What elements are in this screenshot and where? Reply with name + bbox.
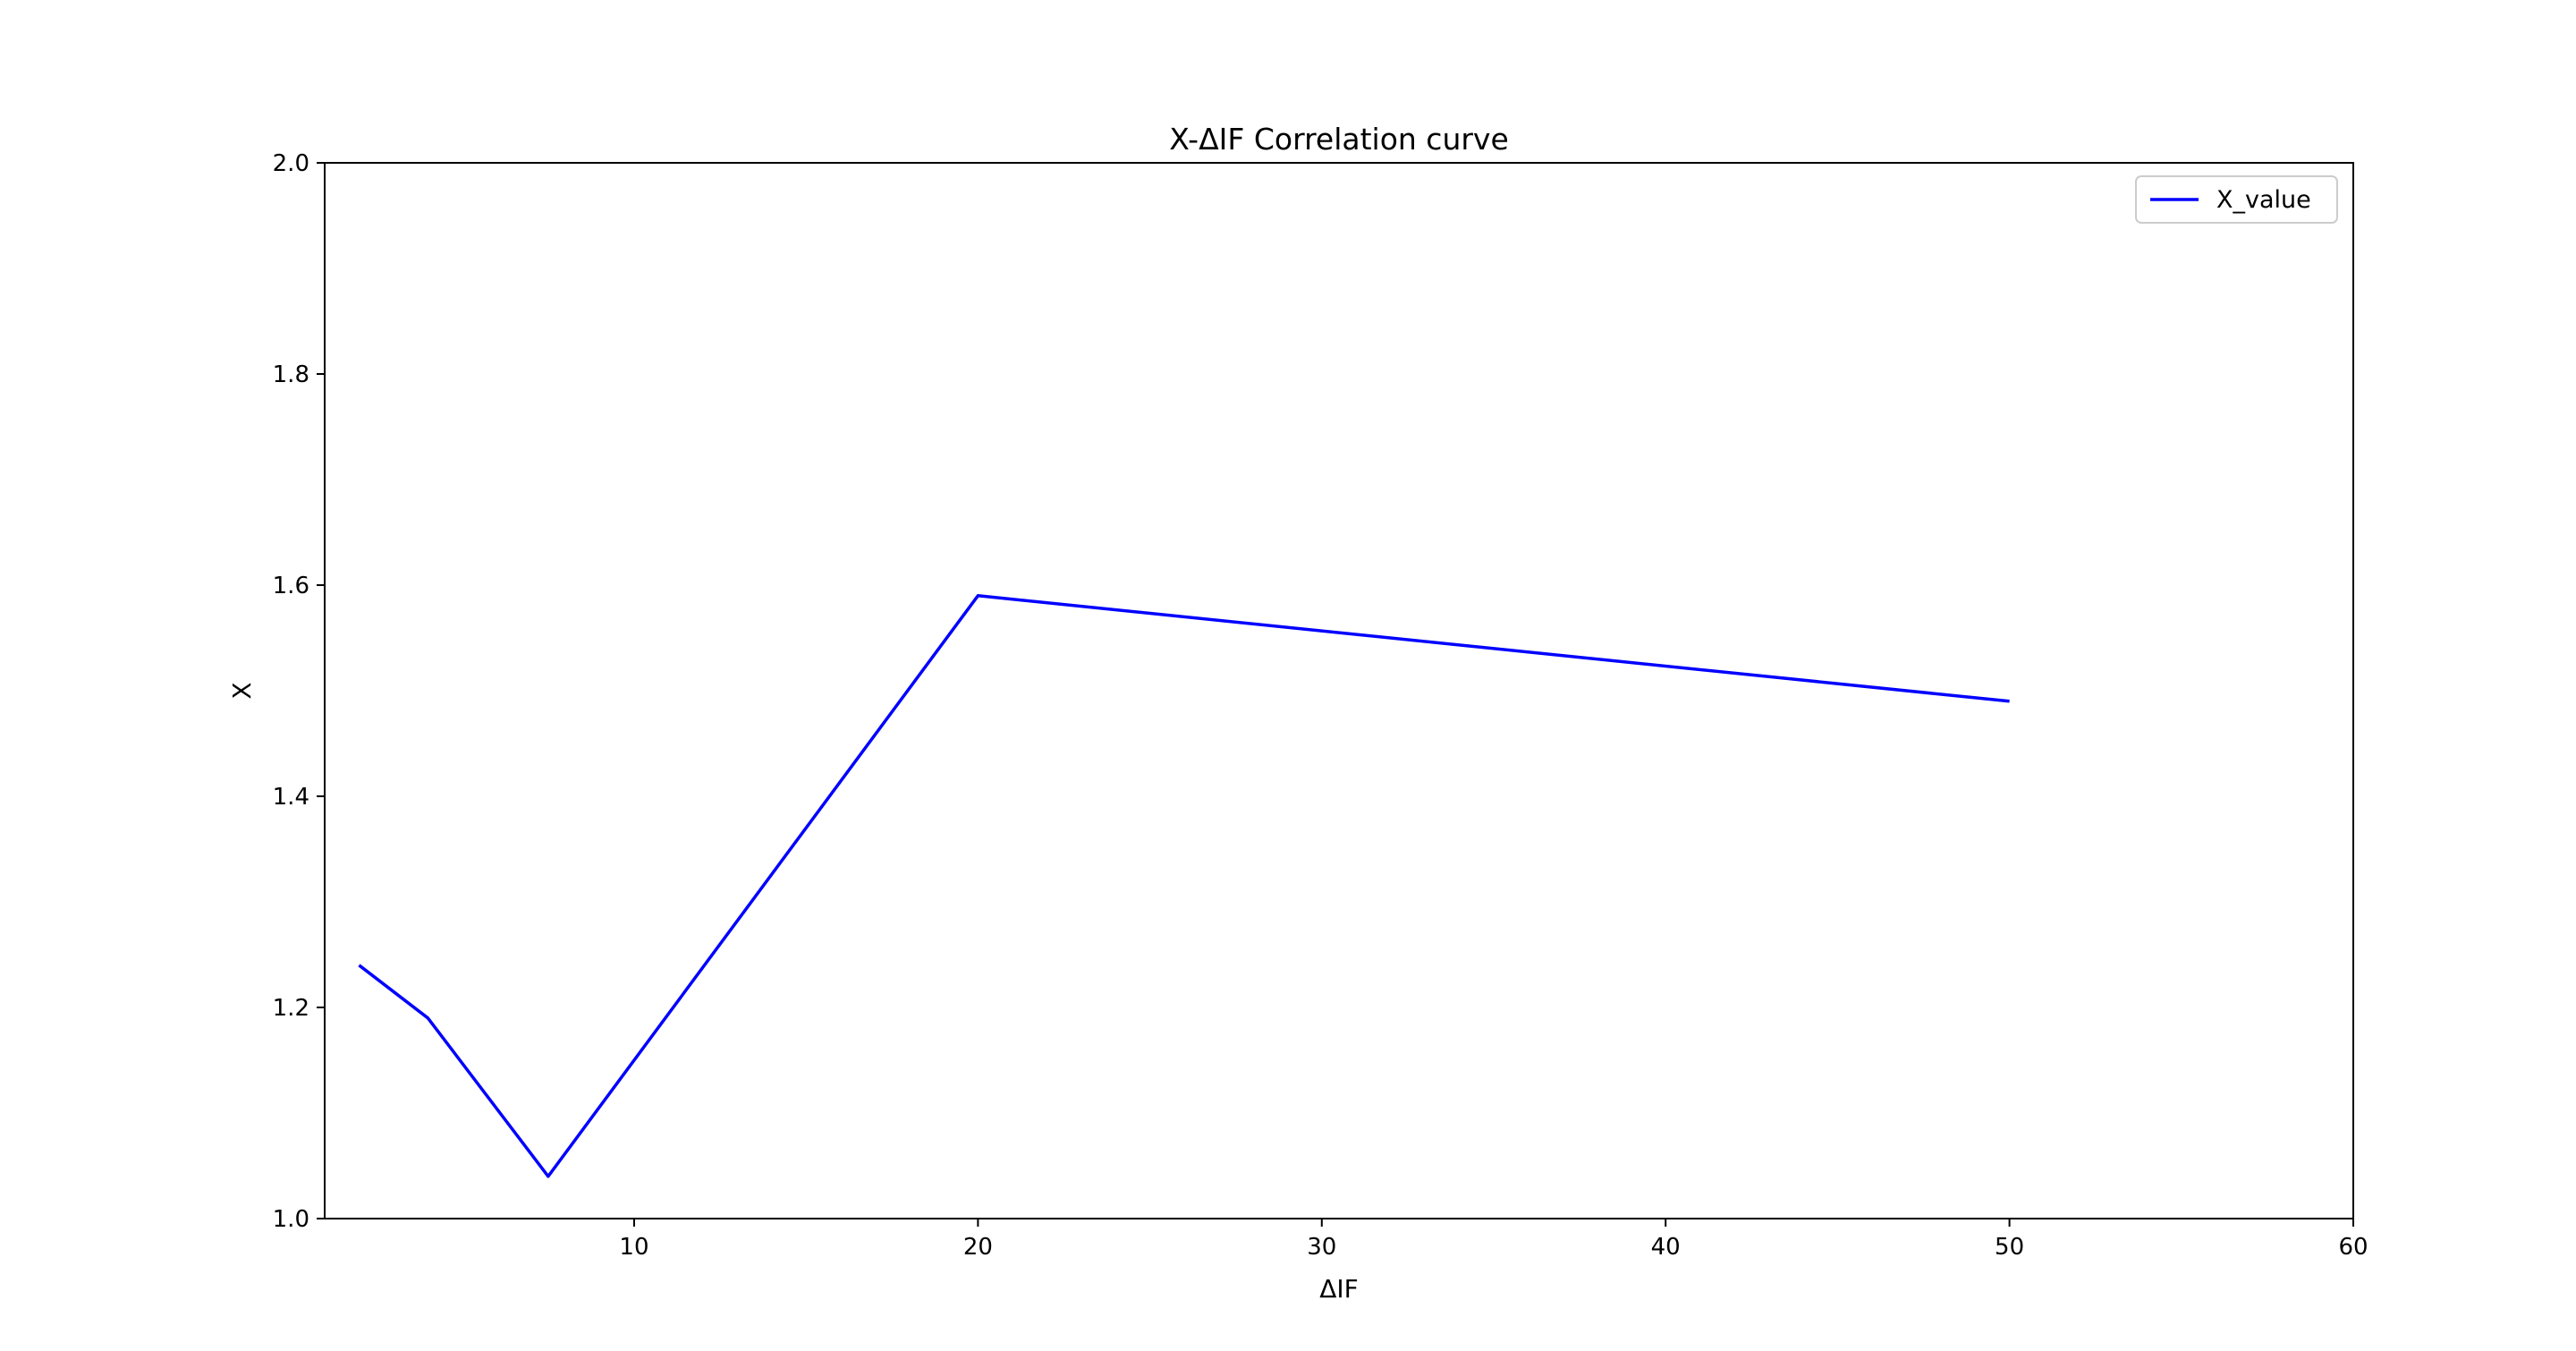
x-tick-label: 60 [2338,1234,2368,1261]
x-tick-label: 30 [1307,1234,1336,1261]
series-line-x-value [358,594,2010,1178]
x-tick-label: 40 [1651,1234,1681,1261]
x-axis-ticks: 10 20 30 40 50 60 [619,1219,2368,1261]
y-tick-label: 1.0 [273,1206,309,1233]
y-tick-label: 1.4 [273,784,309,811]
x-tick-label: 50 [1995,1234,2024,1261]
y-axis-label: X [227,682,257,699]
legend-label-x-value: X_value [2216,186,2311,214]
series-layer [358,594,2010,1178]
legend-box [2135,175,2338,224]
y-axis-ticks: 1.0 1.2 1.4 1.6 1.8 2.0 [273,150,325,1233]
x-tick-label: 10 [619,1234,648,1261]
x-tick-label: 20 [963,1234,993,1261]
plot-background [325,163,2353,1219]
plot-frame [324,162,2354,1219]
legend: X_value [2135,175,2338,224]
y-tick-label: 1.2 [273,995,309,1022]
y-tick-label: 2.0 [273,150,309,177]
chart-title: X-ΔIF Correlation curve [1169,122,1509,157]
y-tick-label: 1.8 [273,361,309,388]
x-axis-label: ΔIF [1319,1274,1359,1304]
y-tick-label: 1.6 [273,573,309,599]
